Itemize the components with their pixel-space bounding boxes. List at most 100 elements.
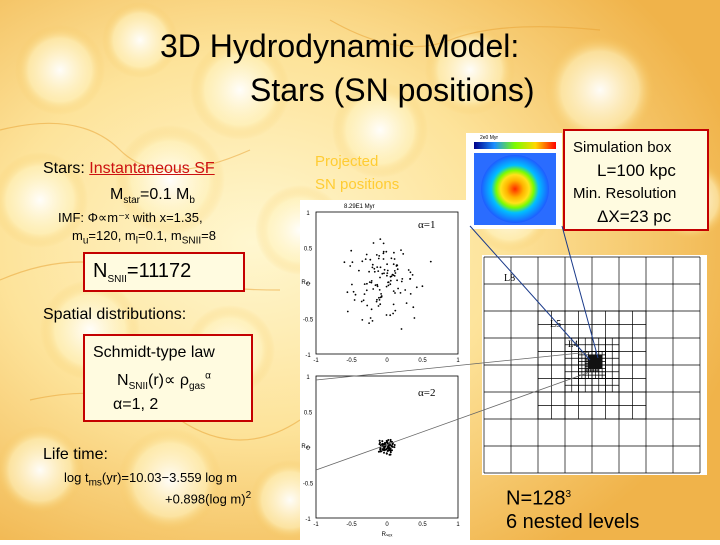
scatter-point <box>386 269 389 272</box>
scatter-point <box>392 303 395 306</box>
schmidt-n: N <box>117 372 129 389</box>
scatter-point <box>377 270 380 272</box>
lifetime-eq1-rest: (yr)=10.03−3.559 log m <box>101 470 238 485</box>
connector-left <box>469 225 591 361</box>
top-plot-points <box>343 238 432 330</box>
grid-n-sup: 3 <box>565 489 572 500</box>
nested-grid-panel: L8 L5 L4 <box>482 255 707 475</box>
nsnii-number: =11172 <box>126 260 192 282</box>
scatter-point <box>373 270 376 273</box>
scatter-point <box>350 249 353 252</box>
scatter-point <box>378 296 380 299</box>
y-tick-label: -1 <box>305 353 311 359</box>
scatter-point <box>386 263 388 266</box>
scatter-point <box>377 305 380 307</box>
scatter-point <box>393 444 396 446</box>
lifetime-eq1: log tms(yr)=10.03−3.559 log m <box>64 470 237 489</box>
y-tick-label: 0 <box>306 282 310 288</box>
scatter-point <box>400 280 403 283</box>
scatter-point <box>385 452 388 455</box>
scatter-point <box>389 283 392 286</box>
scatter-point <box>429 260 432 263</box>
scatter-point <box>381 440 384 443</box>
scatter-point <box>402 253 405 255</box>
scatter-point <box>394 292 396 294</box>
scatter-point <box>358 269 360 272</box>
x-tick-label: 0 <box>385 358 389 364</box>
scatter-point <box>379 276 381 279</box>
grid-label-l4: L4 <box>568 339 578 349</box>
scatter-point <box>386 441 389 443</box>
scatter-point <box>387 444 390 447</box>
scatter-point <box>386 272 389 274</box>
scatter-point <box>361 319 364 321</box>
scatter-point <box>409 293 412 295</box>
scatter-point <box>412 306 415 309</box>
schmidt-alpha-sup: α <box>205 370 211 382</box>
simulation-box-info: Simulation box L=100 kpc Min. Resolution… <box>563 129 709 231</box>
scatter-point <box>363 283 366 285</box>
projected-line2: SN positions <box>315 176 400 193</box>
nsnii-value: NSNII=11172 <box>93 260 191 285</box>
scatter-point <box>383 451 385 454</box>
bottom-plot-frame <box>315 375 459 519</box>
grid-n: N=128 <box>506 487 566 510</box>
scatter-point <box>375 254 378 256</box>
scatter-point <box>379 444 382 447</box>
nested-grid-svg: L8 L5 L4 <box>483 256 701 474</box>
scatter-point <box>389 314 392 317</box>
scatter-point <box>387 448 390 450</box>
scatter-point <box>400 249 402 251</box>
scatter-point <box>390 257 393 260</box>
x-tick-label: 0.5 <box>418 358 427 364</box>
simbox-title: Simulation box <box>573 139 672 156</box>
mstar-symbol: M <box>110 186 124 203</box>
scatter-point <box>370 280 373 282</box>
scatter-point <box>382 252 385 255</box>
connector-plot-bottom <box>315 371 591 471</box>
top-plot-alpha: α=1 <box>418 219 435 231</box>
scatter-point <box>409 277 412 280</box>
y-axis-label: Rₚₛ <box>301 444 310 450</box>
x-tick-label: -0.5 <box>346 358 357 364</box>
scatter-point <box>372 288 375 290</box>
simbox-size: L=100 kpc <box>597 161 676 180</box>
stars-heading-row: Stars: Instantaneous SF <box>43 160 215 178</box>
scatter-point <box>401 278 404 280</box>
y-tick-label: -1 <box>305 517 311 523</box>
x-tick-label: 1 <box>456 522 460 528</box>
scatter-point <box>352 290 355 293</box>
scatter-point <box>378 299 381 301</box>
scatter-point <box>411 274 414 276</box>
y-tick-label: 0 <box>306 446 310 452</box>
scatter-point <box>353 299 356 301</box>
scatter-point <box>391 273 394 276</box>
scatter-point <box>387 281 389 284</box>
scatter-point <box>386 450 389 452</box>
thumbnail-header: 2e0 Myr <box>480 135 498 141</box>
imf-mu: m <box>72 228 83 243</box>
scatter-point <box>396 279 398 282</box>
scatter-point <box>346 310 349 313</box>
x-tick-label: 1 <box>456 358 460 364</box>
y-tick-label: 1 <box>306 375 310 381</box>
imf-ml-sub: l <box>135 235 138 247</box>
imf-ml: =120, m <box>88 228 136 243</box>
scatter-point <box>385 250 388 253</box>
imf-mu-sub: u <box>82 235 89 247</box>
grid-size-label: N=1283 <box>506 483 571 511</box>
scatter-point <box>392 263 395 266</box>
connector-plot-top <box>315 351 591 381</box>
projected-label: Projected SN positions <box>315 150 399 196</box>
scatter-point <box>393 270 396 272</box>
scatter-point <box>409 271 412 274</box>
scatter-point <box>354 293 357 296</box>
scatter-point <box>370 281 373 284</box>
simbox-res-value: ΔX=23 pc <box>597 207 672 226</box>
instantaneous-sf-link[interactable]: Instantaneous SF <box>89 160 215 177</box>
spatial-heading: Spatial distributions: <box>43 306 187 323</box>
scatter-point <box>382 242 385 245</box>
scatter-point <box>385 314 388 316</box>
scatter-point <box>393 251 395 254</box>
